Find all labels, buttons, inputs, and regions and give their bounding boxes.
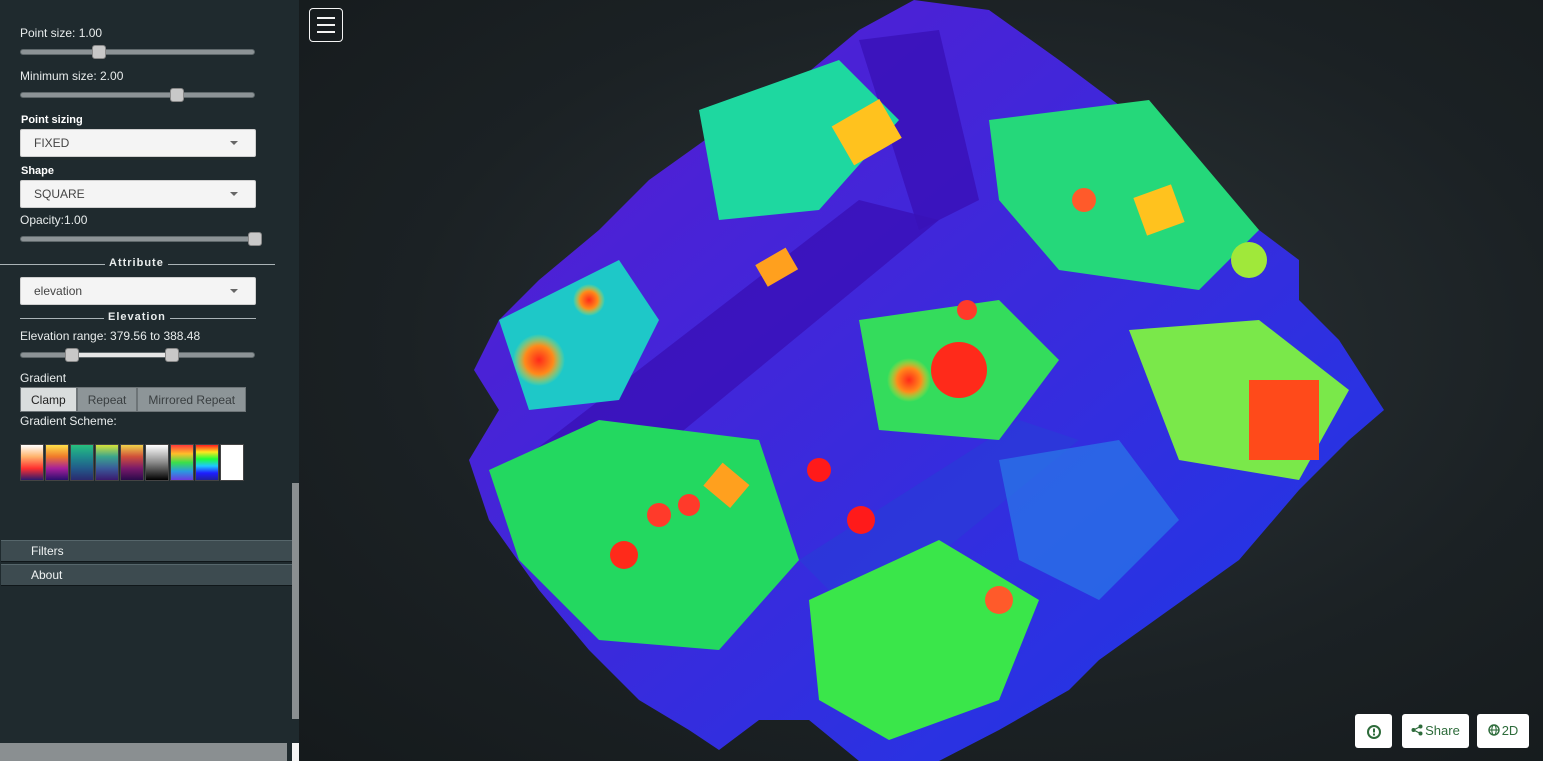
gradient-label: Gradient <box>20 371 67 385</box>
gradient-swatch-9[interactable] <box>220 444 244 481</box>
gradient-scheme-label: Gradient Scheme: <box>20 414 117 428</box>
globe-icon <box>1487 724 1500 736</box>
hotspot-8 <box>678 494 700 516</box>
block-north <box>699 60 899 220</box>
point-sizing-value: FIXED <box>34 136 70 150</box>
point-sizing-label: Point sizing <box>21 114 83 126</box>
point-size-slider-handle[interactable] <box>92 45 106 59</box>
menu-toggle-button[interactable] <box>309 8 343 42</box>
elevation-section-title: Elevation <box>104 311 170 323</box>
gradient-swatch-4[interactable] <box>95 444 119 481</box>
hotspot-12 <box>1072 188 1096 212</box>
gradient-swatch-1[interactable] <box>20 444 44 481</box>
view-mode-button[interactable]: 2D <box>1477 714 1529 748</box>
gradient-swatch-3[interactable] <box>70 444 94 481</box>
point-cloud-viewer[interactable]: Share 2D <box>299 0 1543 761</box>
block-south <box>809 540 1039 740</box>
attribute-value: elevation <box>34 284 83 298</box>
gradient-mirrored-repeat-button[interactable]: Mirrored Repeat <box>137 387 247 412</box>
point-size-label: Point size: 1.00 <box>20 26 103 40</box>
hamburger-icon-line <box>317 24 335 26</box>
horizontal-scrollbar[interactable] <box>0 743 287 761</box>
sidebar: Point size: 1.00 Minimum size: 2.00 Poin… <box>0 0 299 761</box>
hotspot-15 <box>1133 184 1185 236</box>
point-sizing-select[interactable]: FIXED <box>20 129 256 157</box>
hotspot-4 <box>513 334 565 386</box>
hotspot-5 <box>573 284 605 316</box>
minimum-size-slider-handle[interactable] <box>170 88 184 102</box>
minimum-size-label: Minimum size: 2.00 <box>20 69 124 83</box>
hotspot-16 <box>703 462 750 509</box>
opacity-slider[interactable] <box>20 232 262 246</box>
menu-item-about[interactable]: About <box>1 564 292 586</box>
hotspot-7 <box>610 541 638 569</box>
gradient-swatch-2[interactable] <box>45 444 69 481</box>
elevation-max-handle[interactable] <box>165 348 179 362</box>
hotspot-9 <box>807 458 831 482</box>
hotspot-14 <box>831 98 902 166</box>
hotspot-3 <box>1249 380 1319 460</box>
share-icon <box>1411 724 1423 736</box>
opacity-slider-handle[interactable] <box>248 232 262 246</box>
hotspot-1 <box>931 342 987 398</box>
sidebar-scrollbar[interactable] <box>292 483 299 719</box>
hotspot-6 <box>647 503 671 527</box>
chevron-down-icon <box>230 289 238 293</box>
info-button[interactable] <box>1355 714 1392 748</box>
elevation-min-handle[interactable] <box>65 348 79 362</box>
share-button-label: Share <box>1425 723 1460 738</box>
block-se <box>999 440 1179 600</box>
hotspot-13 <box>957 300 977 320</box>
hotspot-11 <box>985 586 1013 614</box>
scroll-corner <box>292 743 299 761</box>
street-2 <box>859 30 979 230</box>
gradient-swatch-7[interactable] <box>170 444 194 481</box>
gradient-clamp-button[interactable]: Clamp <box>20 387 77 412</box>
opacity-label: Opacity:1.00 <box>20 213 88 227</box>
gradient-swatch-6[interactable] <box>145 444 169 481</box>
hotspot-10 <box>847 506 875 534</box>
info-circle-icon <box>1366 724 1381 739</box>
shape-value: SQUARE <box>34 187 85 201</box>
point-size-slider[interactable] <box>20 45 255 59</box>
point-cloud-render[interactable] <box>299 0 1543 761</box>
elevation-range-fill <box>78 353 172 357</box>
gradient-swatch-8[interactable] <box>195 444 219 481</box>
share-button[interactable]: Share <box>1402 714 1469 748</box>
attribute-section-title: Attribute <box>105 257 168 269</box>
chevron-down-icon <box>230 141 238 145</box>
elevation-range-label: Elevation range: 379.56 to 388.48 <box>20 329 201 343</box>
shape-select[interactable]: SQUARE <box>20 180 256 208</box>
elevation-range-slider[interactable] <box>20 348 255 362</box>
hotspot-17 <box>755 247 799 287</box>
menu-item-filters[interactable]: Filters <box>1 540 292 562</box>
block-northeast <box>989 100 1259 290</box>
hamburger-icon-line <box>317 17 335 19</box>
shape-label: Shape <box>21 165 55 177</box>
gradient-button-group: Clamp Repeat Mirrored Repeat <box>20 387 247 412</box>
gradient-scheme-swatches <box>20 444 245 481</box>
hotspot-2 <box>887 358 931 402</box>
hotspot-18 <box>1231 242 1267 278</box>
attribute-select[interactable]: elevation <box>20 277 256 305</box>
minimum-size-slider[interactable] <box>20 88 255 102</box>
view-mode-label: 2D <box>1501 723 1519 738</box>
gradient-repeat-button[interactable]: Repeat <box>76 387 138 412</box>
gradient-swatch-5[interactable] <box>120 444 144 481</box>
hamburger-icon-line <box>317 31 335 33</box>
chevron-down-icon <box>230 192 238 196</box>
